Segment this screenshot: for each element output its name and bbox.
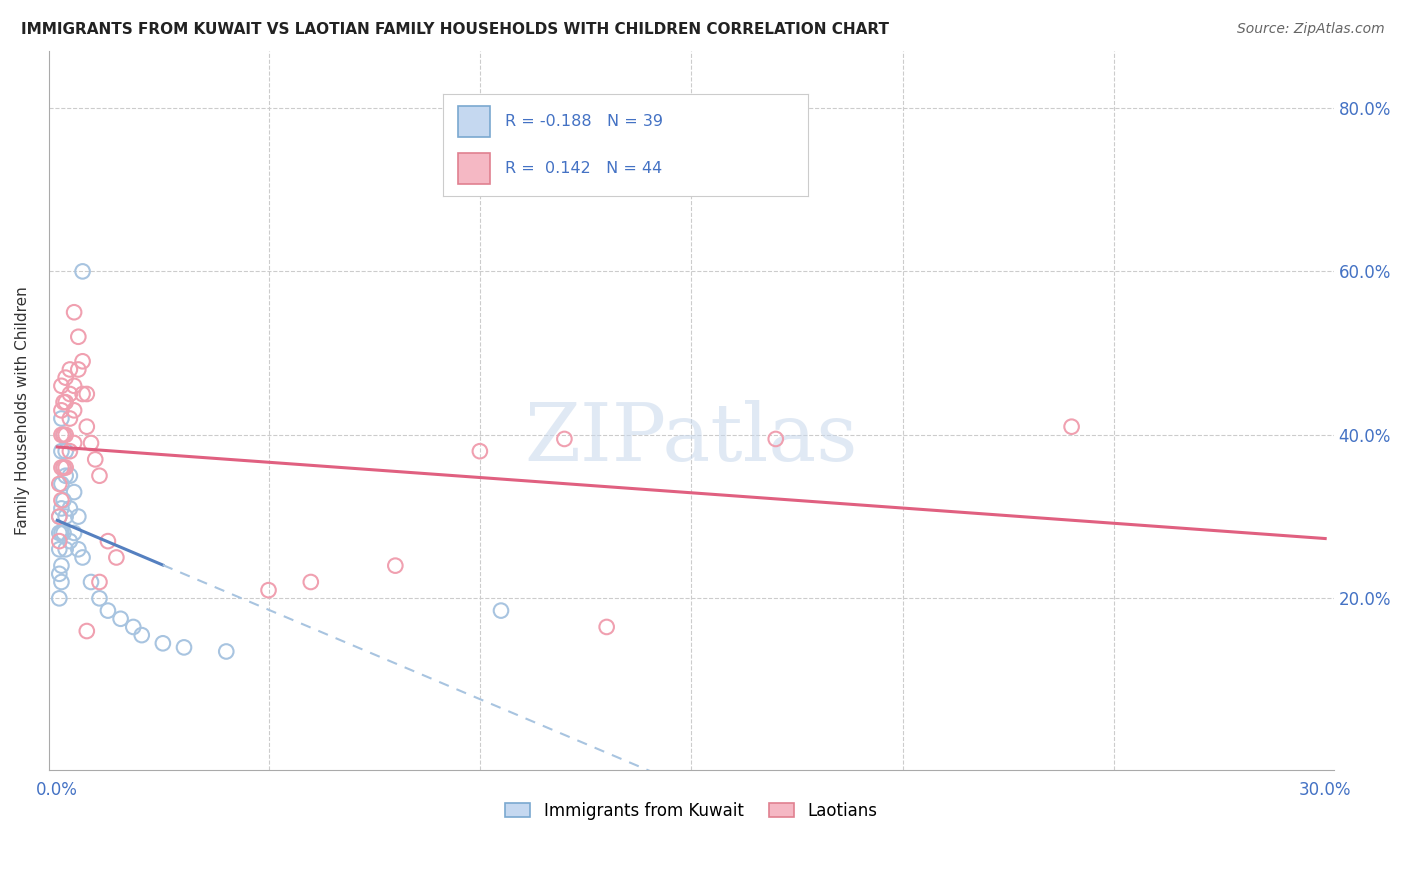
Point xyxy=(110,612,132,626)
Point xyxy=(63,525,86,540)
Point xyxy=(384,558,406,573)
FancyBboxPatch shape xyxy=(457,153,491,184)
Point xyxy=(97,604,120,618)
Point xyxy=(105,550,128,565)
FancyBboxPatch shape xyxy=(457,106,491,136)
Point xyxy=(76,419,98,434)
Point xyxy=(72,387,94,401)
Point xyxy=(468,444,491,458)
Point xyxy=(51,428,73,442)
Point xyxy=(51,493,73,508)
Point xyxy=(152,636,174,650)
Point xyxy=(84,452,107,467)
Point xyxy=(59,501,82,516)
Point xyxy=(67,330,90,344)
Point xyxy=(59,411,82,425)
Point xyxy=(72,354,94,368)
Point xyxy=(59,534,82,549)
Point xyxy=(55,370,77,384)
Point xyxy=(55,542,77,557)
Point xyxy=(63,305,86,319)
Point xyxy=(55,428,77,442)
Point xyxy=(48,534,70,549)
Point xyxy=(1060,419,1083,434)
Point xyxy=(122,620,145,634)
Point xyxy=(76,387,98,401)
Text: Source: ZipAtlas.com: Source: ZipAtlas.com xyxy=(1237,22,1385,37)
Legend: Immigrants from Kuwait, Laotians: Immigrants from Kuwait, Laotians xyxy=(499,795,883,826)
Point xyxy=(63,436,86,450)
Point xyxy=(52,493,75,508)
Point xyxy=(48,509,70,524)
Point xyxy=(97,534,120,549)
Point xyxy=(48,542,70,557)
Point xyxy=(59,444,82,458)
Point xyxy=(89,468,111,483)
Point xyxy=(51,476,73,491)
Point xyxy=(76,624,98,638)
Point xyxy=(48,591,70,606)
Point xyxy=(51,403,73,417)
Point xyxy=(51,444,73,458)
Point xyxy=(765,432,787,446)
Point xyxy=(48,509,70,524)
Point xyxy=(63,403,86,417)
Point xyxy=(80,574,103,589)
Point xyxy=(51,558,73,573)
Point xyxy=(63,379,86,393)
Point xyxy=(489,604,512,618)
Point xyxy=(89,591,111,606)
Point xyxy=(67,542,90,557)
Point xyxy=(55,509,77,524)
Point xyxy=(52,460,75,475)
Point xyxy=(51,574,73,589)
Point xyxy=(257,583,280,598)
Point xyxy=(131,628,153,642)
Point xyxy=(55,468,77,483)
Point xyxy=(67,509,90,524)
Point xyxy=(55,395,77,409)
Point xyxy=(553,432,575,446)
Point xyxy=(52,460,75,475)
Point xyxy=(51,460,73,475)
Point xyxy=(48,566,70,581)
Point xyxy=(63,485,86,500)
Point xyxy=(51,501,73,516)
Point xyxy=(299,574,322,589)
Point xyxy=(51,411,73,425)
Point xyxy=(67,362,90,376)
Point xyxy=(55,460,77,475)
Text: IMMIGRANTS FROM KUWAIT VS LAOTIAN FAMILY HOUSEHOLDS WITH CHILDREN CORRELATION CH: IMMIGRANTS FROM KUWAIT VS LAOTIAN FAMILY… xyxy=(21,22,889,37)
Point xyxy=(59,362,82,376)
Point xyxy=(215,644,238,658)
Point xyxy=(595,620,617,634)
Point xyxy=(52,395,75,409)
Point xyxy=(55,444,77,458)
Y-axis label: Family Households with Children: Family Households with Children xyxy=(15,286,30,534)
Point xyxy=(52,428,75,442)
Text: R =  0.142   N = 44: R = 0.142 N = 44 xyxy=(505,161,662,176)
Point xyxy=(51,525,73,540)
Text: ZIPatlas: ZIPatlas xyxy=(524,401,858,478)
Point xyxy=(89,574,111,589)
Point xyxy=(173,640,195,655)
Point xyxy=(59,468,82,483)
Text: R = -0.188   N = 39: R = -0.188 N = 39 xyxy=(505,114,664,128)
Point xyxy=(72,550,94,565)
Point xyxy=(52,428,75,442)
Point xyxy=(52,525,75,540)
Point xyxy=(51,379,73,393)
Point xyxy=(48,476,70,491)
Point xyxy=(59,387,82,401)
Point xyxy=(80,436,103,450)
Point xyxy=(48,525,70,540)
Point xyxy=(72,264,94,278)
